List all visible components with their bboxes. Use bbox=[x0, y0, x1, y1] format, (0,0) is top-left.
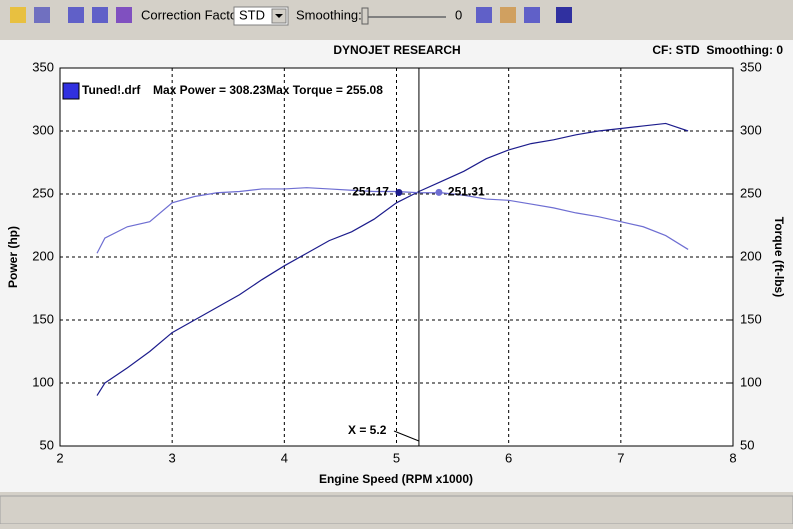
power-readout: 251.17 bbox=[352, 185, 389, 199]
series-line bbox=[96, 187, 689, 254]
zoom-icon[interactable] bbox=[476, 7, 492, 23]
y2-tick-label: 50 bbox=[740, 437, 754, 452]
slider-value: 0 bbox=[455, 7, 462, 22]
y-tick-label: 350 bbox=[32, 59, 54, 74]
cursor-icon[interactable] bbox=[556, 7, 572, 23]
toolbar bbox=[0, 0, 793, 31]
chart-title: DYNOJET RESEARCH bbox=[333, 43, 460, 57]
x-tick-label: 5 bbox=[393, 450, 400, 465]
cursor-label: X = 5.2 bbox=[348, 423, 387, 437]
label: Smoothing: bbox=[296, 7, 362, 22]
torque-readout: 251.31 bbox=[448, 185, 485, 199]
y2-tick-label: 100 bbox=[740, 374, 762, 389]
power-readout-dot bbox=[395, 189, 403, 197]
cursor-leader bbox=[393, 430, 420, 442]
x-tick-label: 8 bbox=[729, 450, 736, 465]
y2-tick-label: 150 bbox=[740, 311, 762, 326]
y-tick-label: 100 bbox=[32, 374, 54, 389]
x-tick-label: 4 bbox=[281, 450, 288, 465]
y-tick-label: 200 bbox=[32, 248, 54, 263]
status-bar bbox=[0, 495, 793, 525]
legend-label: Tuned!.drf bbox=[82, 83, 141, 97]
arrow bbox=[275, 14, 283, 18]
legend-text: Max Power = 308.23Max Torque = 255.08 bbox=[153, 83, 383, 97]
graph-icon[interactable] bbox=[68, 7, 84, 23]
chart-subtitle: CF: STD Smoothing: 0 bbox=[652, 43, 783, 57]
graph-icon[interactable] bbox=[524, 7, 540, 23]
graph-icon[interactable] bbox=[92, 7, 108, 23]
y-tick-label: 50 bbox=[40, 437, 54, 452]
y2-tick-label: 350 bbox=[740, 59, 762, 74]
y2-tick-label: 200 bbox=[740, 248, 762, 263]
legend-swatch bbox=[62, 82, 80, 100]
x-tick-label: 3 bbox=[169, 450, 176, 465]
y-axis-label: Power (hp) bbox=[6, 226, 20, 288]
slider-thumb[interactable] bbox=[361, 7, 369, 25]
y-tick-label: 250 bbox=[32, 185, 54, 200]
y-tick-label: 300 bbox=[32, 122, 54, 137]
x-tick-label: 7 bbox=[617, 450, 624, 465]
close-icon[interactable] bbox=[34, 7, 50, 23]
graph-icon[interactable] bbox=[116, 7, 132, 23]
y2-tick-label: 250 bbox=[740, 185, 762, 200]
dropdown-value: STD bbox=[239, 7, 265, 22]
series-line bbox=[96, 122, 689, 396]
y2-axis-label: Torque (ft-lbs) bbox=[772, 217, 786, 297]
open-icon[interactable] bbox=[10, 7, 26, 23]
y2-tick-label: 300 bbox=[740, 122, 762, 137]
torque-readout-dot bbox=[435, 188, 443, 196]
x-tick-label: 6 bbox=[505, 450, 512, 465]
y-tick-label: 150 bbox=[32, 311, 54, 326]
x-axis-label: Engine Speed (RPM x1000) bbox=[319, 472, 473, 486]
pan-icon[interactable] bbox=[500, 7, 516, 23]
label: Correction Factor: bbox=[141, 7, 245, 22]
x-tick-label: 2 bbox=[56, 450, 63, 465]
